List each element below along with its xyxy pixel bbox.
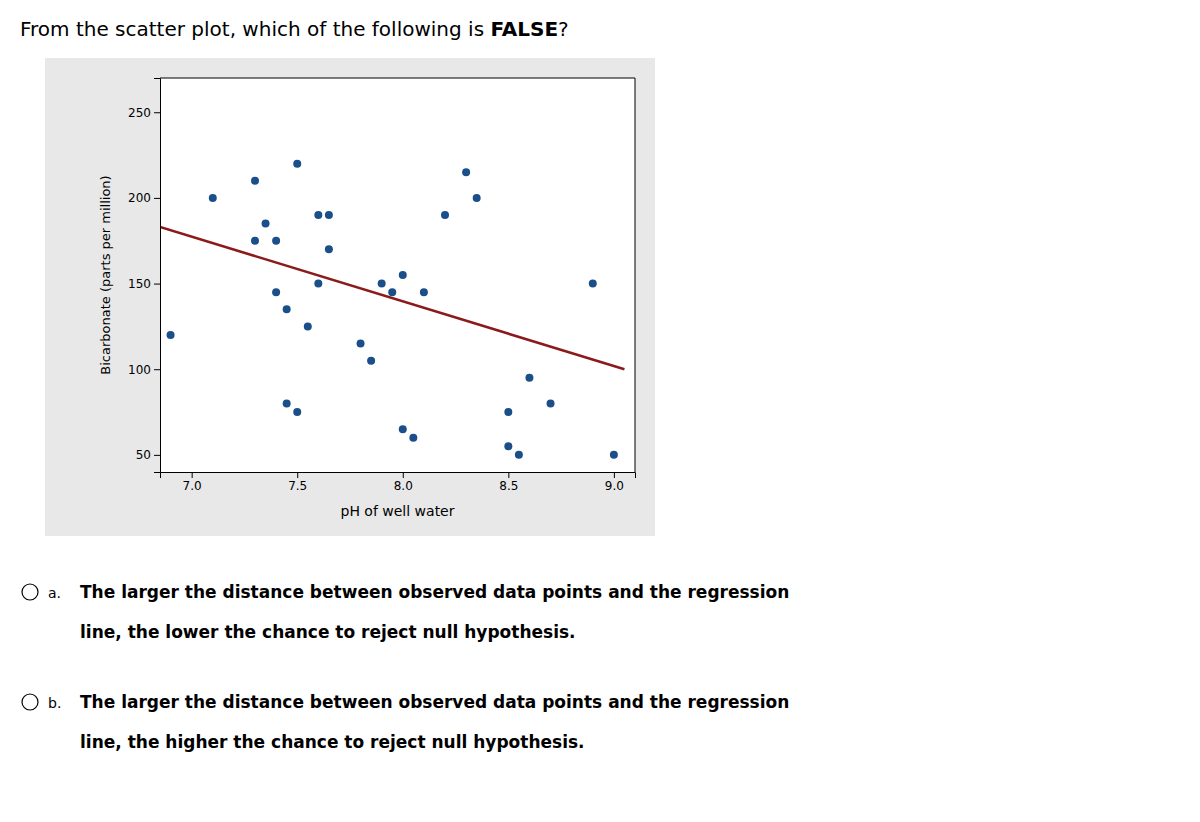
tick-label: 7.5 — [288, 479, 307, 493]
plot-area — [160, 78, 635, 472]
tick: 7.0 — [183, 472, 202, 493]
point — [304, 322, 312, 330]
point — [473, 194, 481, 202]
point — [462, 168, 470, 176]
point — [504, 408, 512, 416]
tick: 8.0 — [394, 472, 413, 493]
option-text: line, the higher the chance to reject nu… — [80, 732, 585, 752]
tick: 200 — [128, 191, 160, 205]
tick-mark — [403, 472, 404, 478]
point — [293, 160, 301, 168]
point — [525, 374, 533, 382]
x-label: pH of well water — [341, 503, 455, 519]
point — [325, 211, 333, 219]
title-part: FALSE — [490, 17, 558, 41]
marks — [160, 160, 624, 459]
point — [272, 237, 280, 245]
point — [399, 271, 407, 279]
option-text: The larger the distance between observed… — [80, 692, 789, 712]
point — [388, 288, 396, 296]
point — [325, 245, 333, 253]
tick-mark — [154, 369, 160, 370]
tick: 250 — [128, 106, 160, 120]
point — [420, 288, 428, 296]
plot-panel — [45, 58, 655, 536]
tick-mark — [614, 472, 615, 478]
radio — [22, 584, 38, 600]
point — [515, 451, 523, 459]
point — [504, 442, 512, 450]
point — [399, 425, 407, 433]
tick-mark — [297, 472, 298, 478]
y-axis: 50 100 150 200 250 — [128, 79, 160, 473]
tick: 7.5 — [288, 472, 307, 493]
title: From the scatter plot, which of the foll… — [20, 17, 569, 41]
option: b. The larger the distance between observ… — [22, 692, 789, 752]
tick-label: 100 — [128, 363, 151, 377]
tick: 100 — [128, 363, 160, 377]
option: a. The larger the distance between observ… — [22, 582, 789, 642]
point — [283, 305, 291, 313]
x-axis: 7.0 7.5 8.0 8.5 9.0 — [161, 472, 636, 493]
chart: From the scatter plot, which of the foll… — [0, 0, 1200, 822]
point — [589, 280, 597, 288]
title-part: ? — [558, 17, 569, 41]
point — [441, 211, 449, 219]
point — [262, 220, 270, 228]
option-label: b. — [48, 695, 61, 711]
point — [314, 211, 322, 219]
tick-label: 150 — [128, 277, 151, 291]
y-label: Bicarbonate (parts per million) — [98, 175, 113, 374]
tick-label: 250 — [128, 106, 151, 120]
tick-mark — [154, 455, 160, 456]
point — [283, 399, 291, 407]
tick-label: 8.5 — [499, 479, 518, 493]
point — [272, 288, 280, 296]
point — [610, 451, 618, 459]
point — [293, 408, 301, 416]
tick-mark — [508, 472, 509, 478]
tick-mark — [154, 284, 160, 285]
tick-mark — [192, 472, 193, 478]
point — [251, 177, 259, 185]
axis-line — [161, 473, 636, 479]
option-label: a. — [48, 585, 61, 601]
point — [547, 399, 555, 407]
tick-label: 7.0 — [183, 479, 202, 493]
tick: 9.0 — [605, 472, 624, 493]
point — [367, 357, 375, 365]
tick-label: 200 — [128, 191, 151, 205]
tick: 50 — [136, 448, 160, 462]
point — [209, 194, 217, 202]
tick-label: 8.0 — [394, 479, 413, 493]
point — [378, 280, 386, 288]
tick-mark — [154, 198, 160, 199]
point — [357, 340, 365, 348]
regression-line — [160, 227, 624, 369]
option-text: The larger the distance between observed… — [80, 582, 789, 602]
option-text: line, the lower the chance to reject nul… — [80, 622, 576, 642]
point — [167, 331, 175, 339]
frame — [635, 78, 636, 472]
axis-line — [154, 79, 161, 473]
tick-label: 50 — [136, 448, 151, 462]
tick: 8.5 — [499, 472, 518, 493]
point — [409, 434, 417, 442]
point — [314, 280, 322, 288]
frame — [160, 78, 635, 79]
tick-mark — [154, 112, 160, 113]
tick-label: 9.0 — [605, 479, 624, 493]
radio — [22, 694, 38, 710]
point — [251, 237, 259, 245]
tick: 150 — [128, 277, 160, 291]
title-part: From the scatter plot, which of the foll… — [20, 17, 490, 41]
